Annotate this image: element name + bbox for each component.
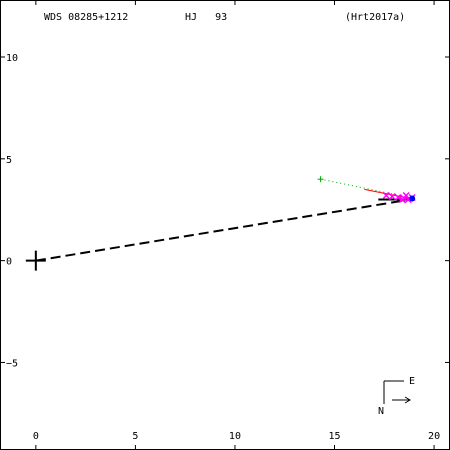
y-tick-label: 0 xyxy=(6,257,12,268)
discoverer-label: HJ 93 xyxy=(185,12,227,23)
motion-arrow-icon xyxy=(392,396,411,404)
wds-id-label: WDS 08285+1212 xyxy=(44,12,128,23)
reference-label: (Hrt2017a) xyxy=(345,12,405,23)
observation-point xyxy=(394,193,402,202)
x-tick-label: 0 xyxy=(33,431,39,442)
y-tick-label: 10 xyxy=(6,53,18,64)
x-tick-label: 5 xyxy=(132,431,138,442)
x-tick-label: 15 xyxy=(328,431,340,442)
compass: E N xyxy=(378,376,415,417)
y-tick-label: 5 xyxy=(6,155,12,166)
latest-point xyxy=(409,195,416,202)
observation-point xyxy=(398,196,406,204)
observation-point xyxy=(388,192,396,201)
compass-east-label: E xyxy=(409,376,415,387)
x-tick-label: 20 xyxy=(428,431,440,442)
orbit-arc xyxy=(35,198,411,262)
y-tick-label: −5 xyxy=(6,358,18,369)
compass-north-label: N xyxy=(378,406,384,417)
data-marks xyxy=(25,176,416,271)
x-tick-label: 10 xyxy=(229,431,241,442)
observation-point xyxy=(382,191,390,200)
early-link xyxy=(320,178,401,196)
